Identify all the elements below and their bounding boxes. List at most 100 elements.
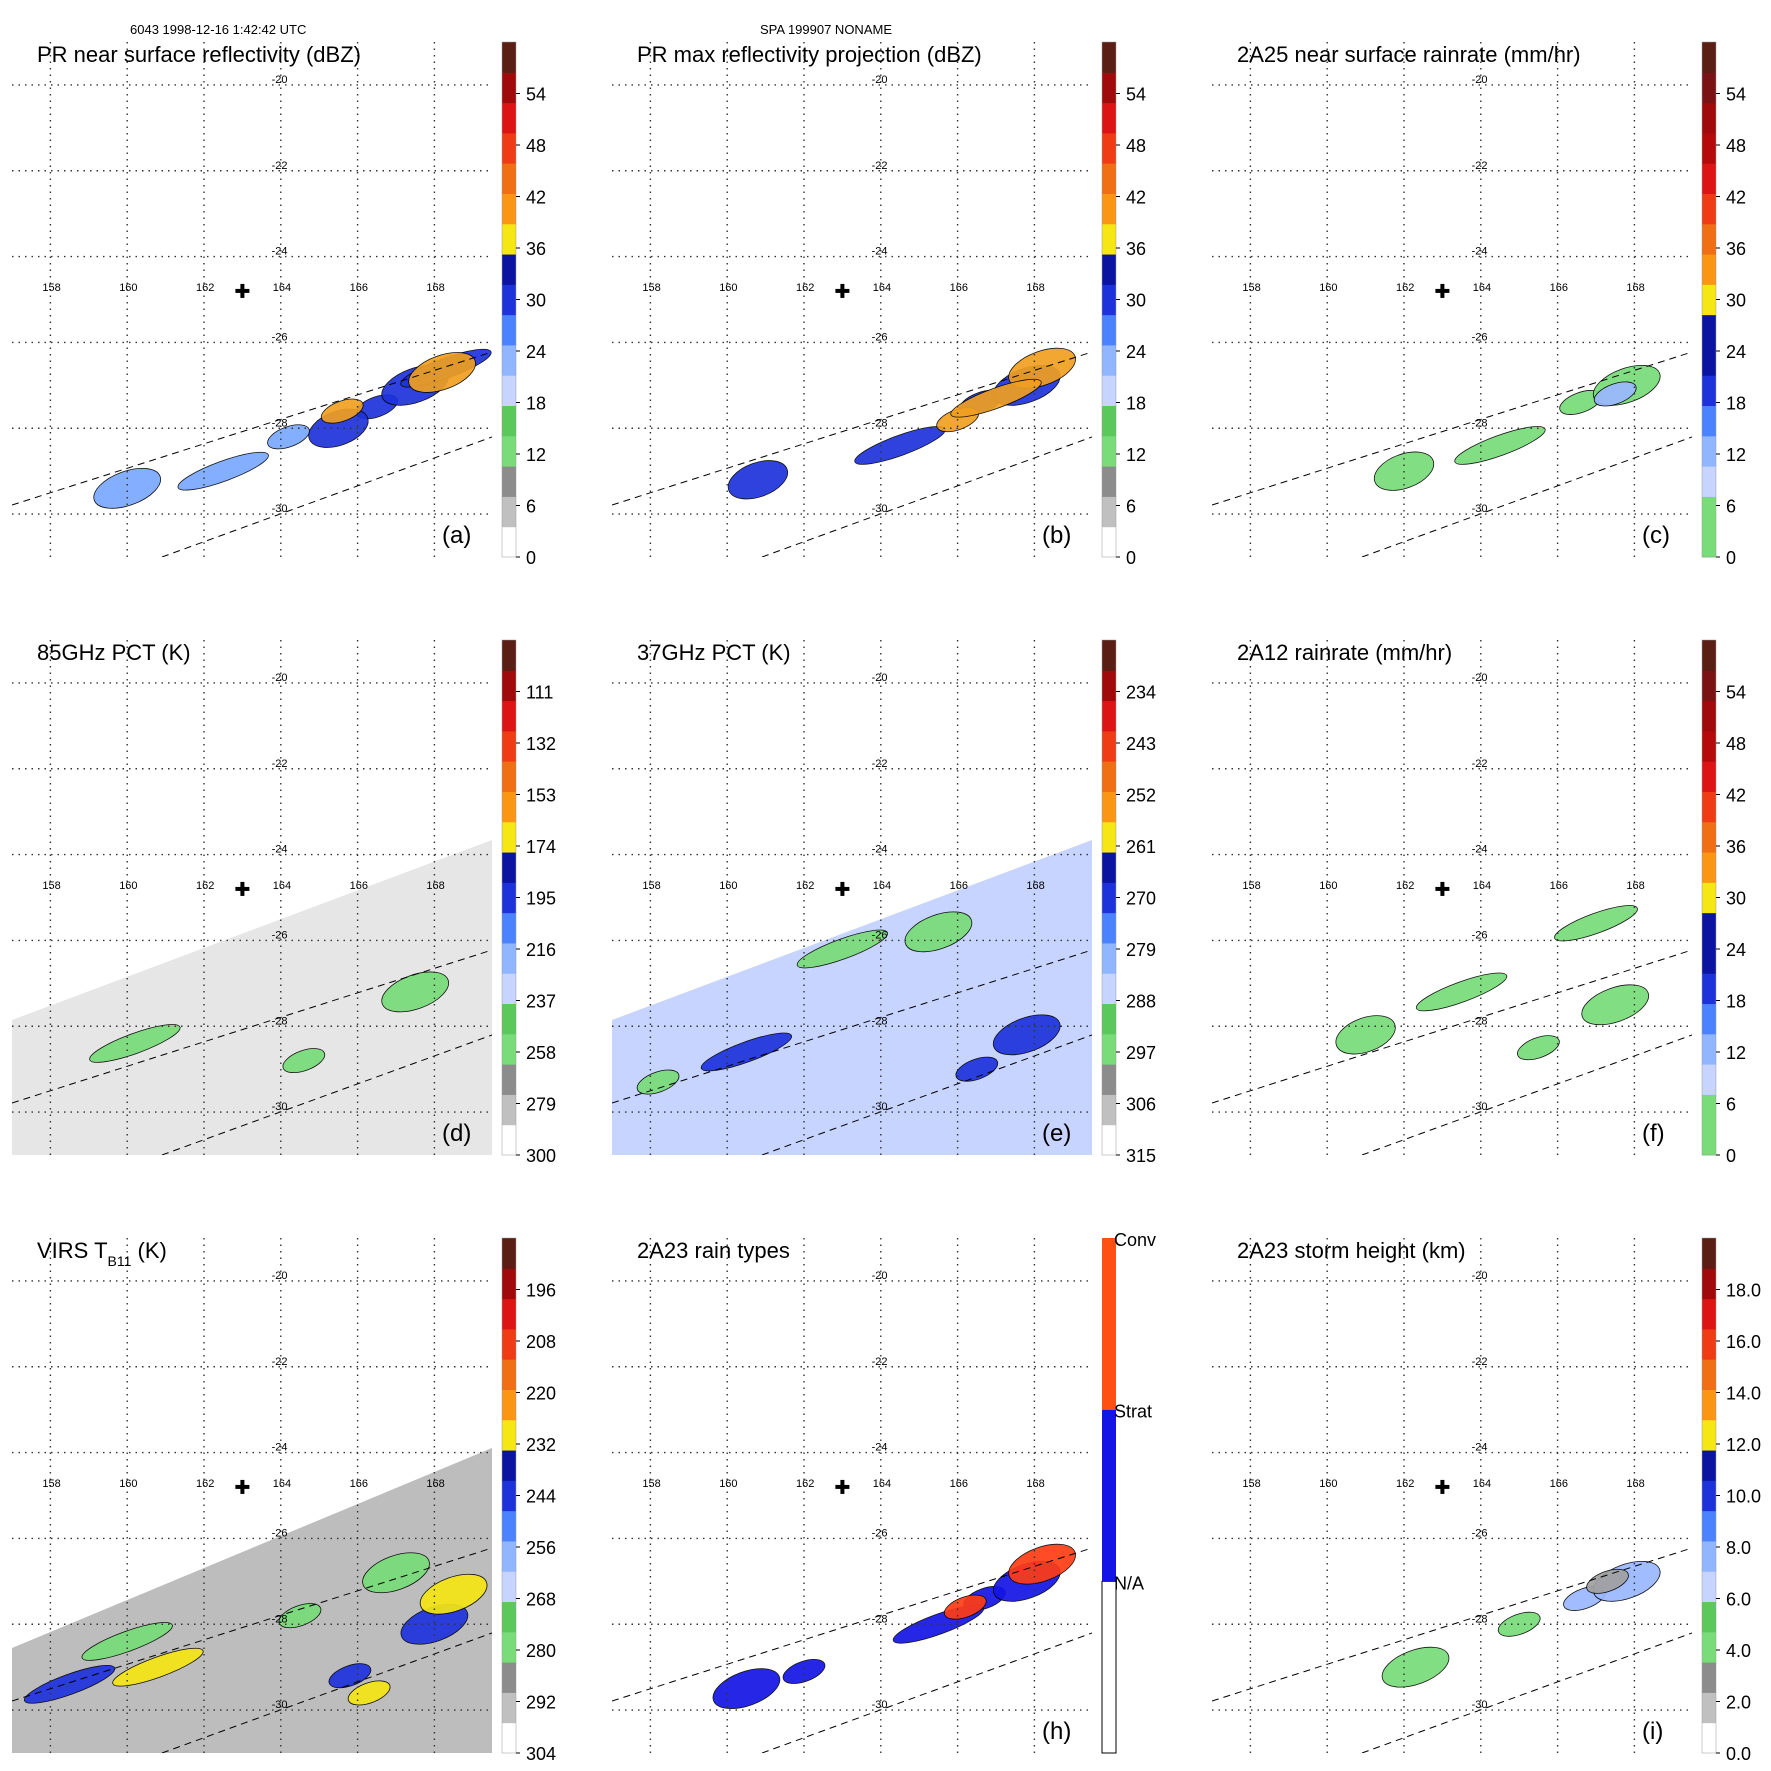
- lat-tick-label: -22: [1472, 1356, 1488, 1368]
- swath-footprint: [12, 840, 492, 1155]
- colorbar-tick-label: 256: [526, 1538, 556, 1558]
- colorbar-swatch: [1102, 284, 1116, 316]
- panel-title: 37GHz PCT (K): [637, 640, 791, 665]
- colorbar-swatch: [502, 193, 516, 225]
- colorbar-tick-label: 232: [526, 1435, 556, 1455]
- lat-tick-label: -30: [272, 1699, 288, 1711]
- swath-edge: [161, 1632, 492, 1753]
- colorbar-swatch: [502, 72, 516, 104]
- colorbar-tick-label: 54: [1726, 683, 1746, 703]
- colorbar-tick-label: 12: [1726, 1043, 1746, 1063]
- colorbar-tick-label: 18: [1126, 394, 1146, 414]
- rain-cell: [1581, 984, 1649, 1026]
- panel-d: 158 160 162 164 166 168 -20 -22 -24 -26 -28 -30 85GH…: [12, 639, 556, 1166]
- colorbar-swatch: [1702, 1268, 1716, 1300]
- colorbar-swatch: [502, 1124, 516, 1156]
- colorbar-swatch: [1702, 1328, 1716, 1360]
- lat-tick-label: -20: [1472, 672, 1488, 684]
- colorbar: N/A Strat Conv: [1101, 1230, 1156, 1754]
- lat-tick-label: -22: [1472, 160, 1488, 172]
- lon-tick-label: 160: [719, 1478, 737, 1490]
- colorbar-tick-label: 6: [1726, 1095, 1736, 1115]
- colorbar-tick-label: 24: [1726, 940, 1746, 960]
- panel-title: VIRS TB11 (K): [37, 1238, 167, 1269]
- lat-tick-label: -20: [272, 74, 288, 86]
- colorbar-swatch: [502, 223, 516, 255]
- colorbar-swatch: [502, 730, 516, 762]
- lat-lon-grid: 158 160 162 164 166 168 -20 -22 -24 -26 -28 -30: [12, 640, 492, 1155]
- colorbar-swatch: [1702, 1692, 1716, 1724]
- plus-icon: [1435, 1479, 1450, 1494]
- colorbar-swatch: [1702, 640, 1716, 671]
- colorbar-tick-label: 0: [1726, 1146, 1736, 1166]
- colorbar-tick-label: 36: [1126, 239, 1146, 259]
- colorbar-swatch: [502, 761, 516, 792]
- colorbar-swatch: [1702, 193, 1716, 225]
- colorbar-tick-label: 6: [1726, 497, 1736, 517]
- data-field: [727, 347, 1076, 500]
- lat-tick-label: -30: [872, 1699, 888, 1711]
- lat-lon-grid: 158 160 162 164 166 168 -20 -22 -24 -26 -28 -30: [1212, 1238, 1692, 1753]
- lon-tick-label: 164: [1473, 282, 1491, 294]
- lat-tick-label: -20: [1472, 1270, 1488, 1282]
- colorbar-tick-label: 6.0: [1726, 1590, 1751, 1610]
- colorbar-tick-label: 12: [1726, 445, 1746, 465]
- colorbar-tick-label: 306: [1126, 1095, 1156, 1115]
- colorbar-tick-label: 48: [1726, 734, 1746, 754]
- colorbar-tick-label: 174: [526, 837, 556, 857]
- plus-icon: [1435, 881, 1450, 896]
- panel-letter: (c): [1642, 522, 1670, 549]
- lon-tick-label: 158: [642, 282, 660, 294]
- colorbar-swatch: [1102, 761, 1116, 792]
- colorbar-tick-label: 30: [1726, 889, 1746, 909]
- panel-c: 158 160 162 164 166 168 -20 -22 -24 -26 -28 -30 2A25…: [1212, 41, 1746, 568]
- colorbar-swatch: [1702, 1094, 1716, 1126]
- rain-cell: [362, 1552, 430, 1594]
- panel-title: 85GHz PCT (K): [37, 640, 191, 665]
- lat-tick-label: -20: [872, 74, 888, 86]
- colorbar-swatch: [502, 1692, 516, 1724]
- lat-tick-label: -30: [272, 503, 288, 515]
- colorbar-swatch: [1102, 72, 1116, 104]
- lon-tick-label: 168: [426, 1478, 444, 1490]
- lon-tick-label: 166: [350, 880, 368, 892]
- colorbar-tick-label: 0: [1126, 548, 1136, 568]
- colorbar-tick-label: 18.0: [1726, 1281, 1761, 1301]
- lon-tick-label: 168: [1026, 282, 1044, 294]
- colorbar-swatch: [1702, 1662, 1716, 1693]
- panel-title: 2A12 rainrate (mm/hr): [1237, 640, 1452, 665]
- colorbar-swatch: [1702, 223, 1716, 255]
- lon-tick-label: 164: [873, 880, 891, 892]
- lon-tick-label: 166: [1550, 1478, 1568, 1490]
- colorbar-tick-label: 300: [526, 1146, 556, 1166]
- colorbar-swatch: [1102, 791, 1116, 823]
- colorbar: 304 292 280 268 256 244 232 220 208 196: [501, 1237, 556, 1764]
- rain-cell: [328, 1663, 372, 1689]
- lat-tick-label: -26: [1472, 1527, 1488, 1539]
- colorbar-swatch: [1702, 72, 1716, 104]
- colorbar-swatch: [502, 791, 516, 823]
- lat-tick-label: -22: [272, 1356, 288, 1368]
- colorbar-tick-label: 237: [526, 992, 556, 1012]
- panel-b: 158 160 162 164 166 168 -20 -22 -24 -26 -28 -30 PR m…: [612, 41, 1146, 568]
- colorbar-tick-label: 18: [1726, 992, 1746, 1012]
- colorbar-swatch: [1702, 761, 1716, 792]
- lon-tick-label: 168: [426, 282, 444, 294]
- lat-tick-label: -20: [1472, 74, 1488, 86]
- colorbar-swatch: [1702, 852, 1716, 883]
- colorbar-tick-label: 24: [1726, 342, 1746, 362]
- colorbar-swatch: [1702, 700, 1716, 732]
- rain-cell: [700, 1032, 793, 1072]
- lon-tick-label: 168: [1026, 880, 1044, 892]
- colorbar-swatch: [1702, 1510, 1716, 1542]
- colorbar: 0.0 2.0 4.0 6.0 8.0 10.0 12.0 14.0 16.0 18.0: [1701, 1237, 1761, 1764]
- lat-tick-label: -26: [872, 1527, 888, 1539]
- rain-cell: [727, 460, 789, 500]
- colorbar-swatch: [1702, 405, 1716, 437]
- rain-cell: [1335, 1015, 1396, 1055]
- colorbar-tick-label: 6: [526, 497, 536, 517]
- colorbar-swatch: [502, 640, 516, 671]
- lon-tick-label: 160: [119, 880, 137, 892]
- plus-icon: [835, 283, 850, 298]
